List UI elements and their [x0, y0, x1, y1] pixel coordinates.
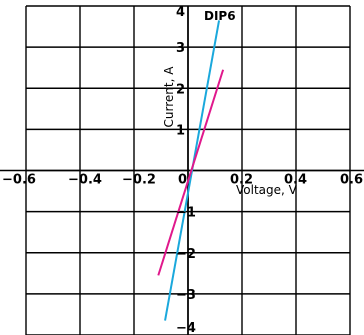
x-tick-label: 0.6 — [340, 173, 363, 188]
y-tick-label: −1 — [176, 206, 196, 221]
y-tick-label: 1 — [176, 123, 185, 138]
x-tick-label: 0.4 — [284, 173, 307, 188]
y-tick-label: 3 — [176, 41, 185, 56]
y-tick-label: −2 — [176, 247, 196, 262]
y-tick-label: −3 — [176, 288, 196, 303]
y-tick-label: −4 — [176, 321, 196, 335]
chart-title: DIP6 — [204, 9, 236, 23]
x-tick-label: −0.2 — [122, 173, 156, 188]
axes — [0, 6, 364, 335]
x-tick-label: −0.6 — [2, 173, 36, 188]
x-tick-label: 0.2 — [230, 173, 253, 188]
y-tick-label: 2 — [176, 82, 185, 97]
x-tick-label: 0 — [178, 173, 187, 188]
x-axis-label: Voltage, V — [236, 183, 298, 197]
tick-labels: −0.6 −0.4 −0.2 0 0.2 0.4 0.6 4 3 2 1 −1 −2 −3 −4 — [2, 5, 363, 335]
series-line-2 — [157, 69, 225, 276]
x-tick-label: −0.4 — [68, 173, 102, 188]
y-axis-label: Current, A — [162, 66, 176, 128]
series-lines — [157, 20, 225, 321]
y-tick-label: 4 — [176, 5, 185, 20]
